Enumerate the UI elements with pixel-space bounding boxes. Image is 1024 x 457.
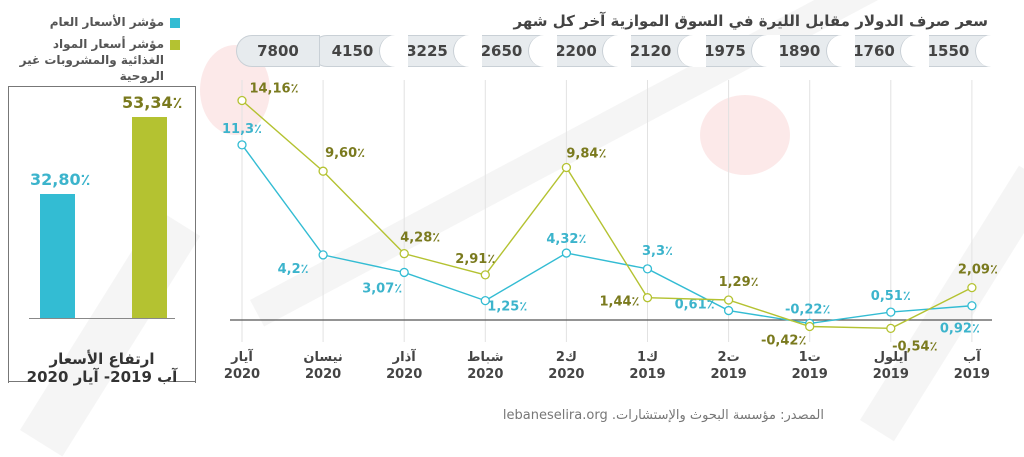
exchange-rate-value: 1550 — [927, 42, 970, 60]
line-chart: 11,3٪ 4,2٪ 3,07٪ 1,25٪ 4,32٪ 3,3٪ 0,61٪ -0,22٪ 0… — [222, 80, 998, 382]
legend-label-food: مؤشر أسعار المواد الغذائية والمشروبات غي… — [19, 37, 164, 83]
exchange-rate-value: 4150 — [331, 42, 374, 60]
exchange-rate-value: 1975 — [704, 42, 746, 60]
data-point — [399, 249, 409, 259]
summary-frame-edge — [8, 381, 36, 382]
data-label: 14,16٪ — [249, 82, 298, 97]
exchange-rate-value: 2200 — [555, 42, 597, 60]
x-tick-label-month: ت2 — [718, 350, 740, 365]
data-label: 11,3٪ — [222, 122, 262, 137]
x-tick-label-month: شباط — [467, 350, 503, 365]
data-point — [642, 264, 653, 274]
data-point — [723, 305, 734, 316]
x-tick-label-month: ك1 — [637, 350, 658, 365]
x-tick-label-year: 2020 — [386, 367, 422, 382]
data-point — [967, 301, 977, 311]
legend-swatch-food — [170, 40, 180, 50]
data-point — [642, 293, 653, 303]
exchange-rate-row: 7800 4150 3225 2650 2200 2120 1975 1890 1760 1550 — [236, 35, 1004, 67]
x-tick-label-year: 2019 — [873, 367, 909, 382]
summary-axis — [29, 318, 175, 319]
data-point — [480, 270, 490, 280]
legend-item-food: مؤشر أسعار المواد الغذائية والمشروبات غي… — [8, 36, 180, 84]
x-tick-label-month: آب — [963, 348, 981, 365]
x-tick-label-year: 2020 — [467, 367, 503, 382]
data-point — [561, 162, 572, 173]
exchange-rate-value: 1890 — [778, 42, 821, 60]
x-tick-label-year: 2019 — [629, 367, 665, 382]
legend: مؤشر الأسعار العام مؤشر أسعار المواد الغ… — [8, 14, 180, 90]
data-label: 2,09٪ — [958, 263, 998, 278]
exchange-rate-pill: 7800 — [236, 35, 320, 67]
data-point — [723, 295, 734, 305]
data-label: 1,25٪ — [487, 300, 527, 315]
data-point — [480, 295, 490, 306]
exchange-rate-title: سعر صرف الدولار مقابل الليرة في السوق ال… — [513, 12, 989, 30]
data-point — [886, 323, 896, 334]
series-line-general — [241, 144, 972, 325]
data-label: 0,92٪ — [940, 322, 980, 337]
x-tick-label-year: 2019 — [711, 367, 747, 382]
source-credit: المصدر: مؤسسة البحوث والإستشارات. lebane… — [502, 408, 824, 423]
data-label: -0,22٪ — [785, 302, 830, 317]
summary-bar-label-food-index: 53,34٪ — [122, 93, 183, 112]
series-line-food — [241, 99, 973, 330]
x-tick-label-year: 2020 — [548, 367, 584, 382]
x-tick-label-year: 2020 — [224, 367, 260, 382]
exchange-rate-value: 1760 — [853, 42, 895, 60]
data-point — [318, 250, 328, 260]
data-label: 9,60٪ — [325, 146, 365, 161]
summary-bar-general-index — [40, 194, 75, 318]
data-label: 3,07٪ — [362, 281, 402, 296]
data-label: 1,29٪ — [719, 275, 759, 290]
exchange-rate-value: 7800 — [257, 42, 299, 60]
exchange-rate-pill: 4150 — [310, 35, 408, 67]
summary-title-line1: ارتفاع الأسعار — [49, 350, 155, 368]
data-label: 0,51٪ — [871, 289, 911, 304]
data-point — [237, 140, 247, 150]
summary-title: ارتفاع الأسعار آب 2019- آيار 2020 — [10, 350, 194, 386]
data-point — [886, 307, 896, 317]
data-point — [805, 321, 815, 332]
data-label: 9,84٪ — [566, 146, 606, 161]
exchange-rate-value: 2120 — [629, 42, 672, 60]
exchange-rate-value: 2650 — [480, 42, 523, 60]
summary-frame-edge — [168, 381, 195, 382]
legend-item-general: مؤشر الأسعار العام — [8, 14, 180, 30]
data-label: 0,61٪ — [675, 298, 715, 313]
data-label: -0,42٪ — [761, 334, 806, 349]
data-label: 2,91٪ — [455, 252, 495, 267]
summary-bar-food-index — [132, 117, 167, 318]
data-label: -0,54٪ — [892, 339, 937, 354]
data-point — [399, 267, 409, 278]
x-tick-label-year: 2020 — [305, 367, 341, 382]
x-tick-label-year: 2019 — [792, 367, 828, 382]
data-label: 4,32٪ — [546, 232, 586, 247]
summary-bar-label-general-index: 32,80٪ — [30, 170, 91, 190]
data-label: 1,44٪ — [599, 295, 639, 310]
data-point — [967, 282, 977, 293]
x-tick-label-month: آيار — [230, 348, 253, 365]
data-label: 4,2٪ — [278, 262, 309, 277]
data-label: 3,3٪ — [642, 244, 673, 259]
x-tick-label-month: ك2 — [556, 350, 577, 365]
exchange-rate-value: 3225 — [406, 42, 448, 60]
legend-label-general: مؤشر الأسعار العام — [49, 15, 164, 29]
data-point — [237, 95, 247, 106]
x-tick-label-year: 2019 — [954, 367, 990, 382]
data-point — [561, 248, 572, 258]
summary-frame — [8, 86, 196, 383]
x-tick-label-month: ت1 — [799, 350, 821, 365]
summary-title-line2: آب 2019- آيار 2020 — [26, 368, 178, 386]
x-tick-label-month: آذار — [392, 348, 417, 365]
legend-swatch-general — [170, 18, 180, 28]
x-tick-label-month: نيسان — [303, 350, 342, 365]
x-tick-label-month: ايلول — [874, 350, 908, 365]
data-point — [318, 166, 328, 176]
data-label: 4,28٪ — [400, 231, 440, 246]
